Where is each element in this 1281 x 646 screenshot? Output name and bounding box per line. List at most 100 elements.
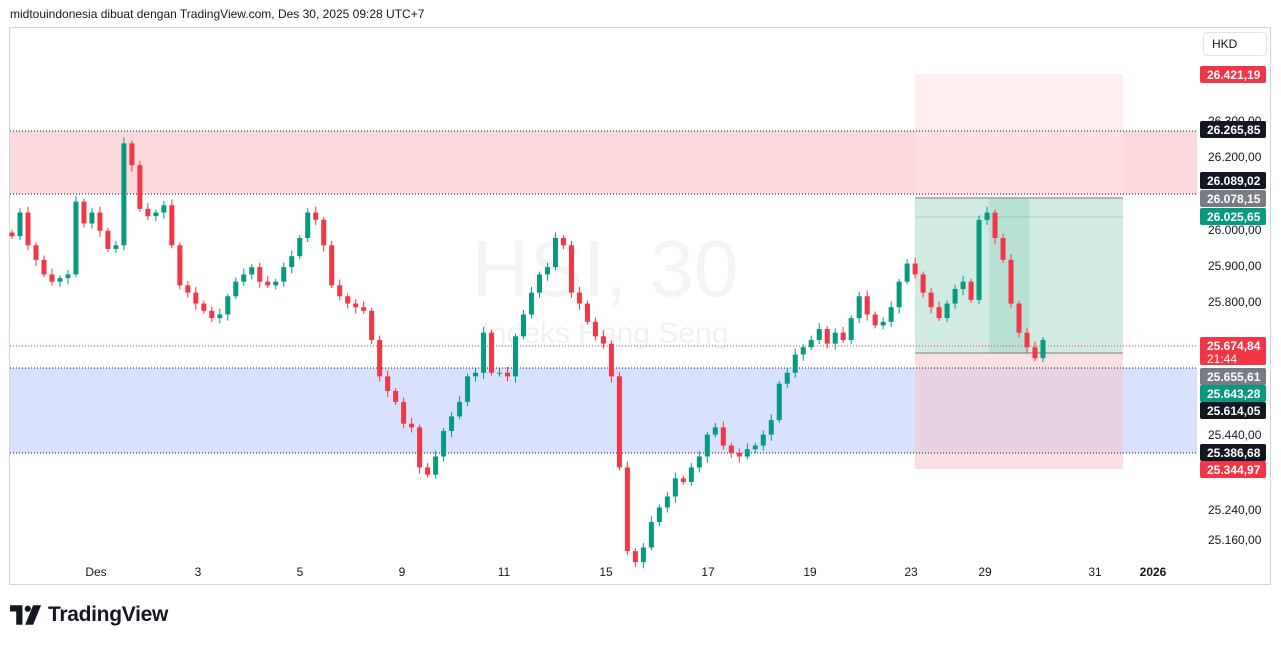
candle-body	[832, 332, 838, 344]
price-label-bg	[1200, 402, 1266, 419]
candle-body	[872, 314, 878, 326]
candle-body	[656, 507, 662, 523]
candle-series	[9, 137, 1046, 569]
price-label-text: 26.421,19	[1207, 68, 1261, 82]
candle-body	[41, 259, 47, 275]
price-label-black: 26.089,02	[1200, 172, 1266, 189]
candle-body	[736, 452, 742, 457]
candle-body	[896, 281, 902, 308]
candle-body	[784, 372, 790, 384]
candle-body	[65, 274, 71, 279]
candle-body	[505, 372, 511, 377]
candle-body	[1016, 303, 1022, 333]
tradingview-logo[interactable]: TradingView	[10, 603, 168, 627]
price-label-bg	[1200, 337, 1266, 365]
price-label-text: 25.643,28	[1207, 387, 1261, 401]
candle-body	[137, 165, 143, 209]
candle-body	[481, 332, 487, 373]
candle-body	[513, 336, 519, 377]
candle-body	[704, 434, 710, 457]
candle-body	[576, 292, 582, 304]
price-label-black: 25.614,05	[1200, 402, 1266, 419]
candle-body	[97, 212, 103, 231]
candle-body	[177, 245, 183, 286]
tradingview-logo-icon	[10, 605, 42, 625]
candle-body	[568, 245, 574, 293]
candle-body	[297, 238, 303, 257]
candle-body	[17, 212, 23, 237]
candle-body	[9, 232, 15, 237]
candle-body	[113, 245, 119, 249]
candle-body	[1000, 238, 1006, 260]
candle-body	[936, 307, 942, 319]
candle-body	[129, 143, 135, 166]
candle-body	[560, 238, 566, 246]
candle-body	[592, 321, 598, 337]
price-label-black: 26.265,85	[1200, 121, 1266, 138]
watermark-name: Indeks Hang Seng	[482, 317, 729, 350]
price-label-bg	[1200, 172, 1266, 189]
time-axis[interactable]: Des 3 5 9 11 15 17 19 23 29 31 2026	[85, 565, 1166, 579]
time-axis-tick: 19	[803, 565, 817, 579]
price-label-gray: 26.078,15	[1200, 190, 1266, 207]
tradingview-logo-text: TradingView	[48, 603, 169, 626]
candle-body	[449, 416, 455, 431]
candle-body	[624, 467, 630, 552]
price-label-text: 25.344,97	[1207, 463, 1261, 477]
candle-body	[209, 310, 215, 319]
candle-body	[281, 267, 287, 282]
candle-body	[536, 274, 542, 293]
candle-body	[856, 296, 862, 319]
candle-body	[728, 445, 734, 453]
candle-body	[33, 245, 39, 260]
price-axis-tick: 25.440,00	[1208, 428, 1262, 442]
candle-body	[992, 212, 998, 239]
candle-body	[489, 332, 495, 373]
candle-body	[1024, 332, 1030, 348]
candle-body	[672, 478, 678, 497]
candle-body	[720, 427, 726, 446]
candle-body	[521, 314, 527, 337]
candle-body	[233, 281, 239, 297]
candle-body	[776, 383, 782, 421]
price-label-green: 26.025,65	[1200, 208, 1266, 225]
candle-body	[329, 245, 335, 286]
candle-body	[688, 467, 694, 482]
candle-body	[265, 281, 271, 286]
price-axis[interactable]: 26.300,0026.200,0026.000,0025.900,0025.8…	[1200, 66, 1266, 547]
candle-body	[712, 427, 718, 435]
candle-body	[409, 423, 415, 428]
chart-attribution: midtouindonesia dibuat dengan TradingVie…	[10, 7, 425, 21]
candle-body	[976, 219, 982, 300]
candle-body	[105, 230, 111, 249]
price-label-text: 25.614,05	[1207, 404, 1261, 418]
price-axis-tick: 25.240,00	[1208, 503, 1262, 517]
candle-body	[321, 219, 327, 246]
price-label-bg	[1200, 461, 1266, 478]
currency-button[interactable]: HKD	[1203, 32, 1267, 56]
candle-body	[544, 267, 550, 275]
candle-body	[616, 376, 622, 468]
candle-body	[417, 427, 423, 468]
candle-body	[1008, 259, 1014, 304]
candle-body	[425, 467, 431, 475]
watermark-symbol: HSI, 30	[472, 224, 739, 313]
chart-pane[interactable]	[9, 27, 1271, 585]
candle-body	[680, 478, 686, 482]
candle-body	[584, 303, 590, 322]
candle-body	[369, 310, 375, 340]
candle-body	[528, 292, 534, 315]
candle-body	[888, 307, 894, 322]
candle-body	[1040, 339, 1046, 359]
candle-body	[664, 496, 670, 508]
price-label-text: 26.078,15	[1207, 192, 1261, 206]
time-axis-tick: 11	[498, 565, 511, 579]
candle-body	[960, 281, 966, 289]
candle-body	[497, 372, 503, 374]
price-label-bg	[1200, 121, 1266, 138]
price-label-red: 26.421,19	[1200, 66, 1266, 83]
candle-body	[808, 339, 814, 348]
candle-body	[185, 285, 191, 293]
